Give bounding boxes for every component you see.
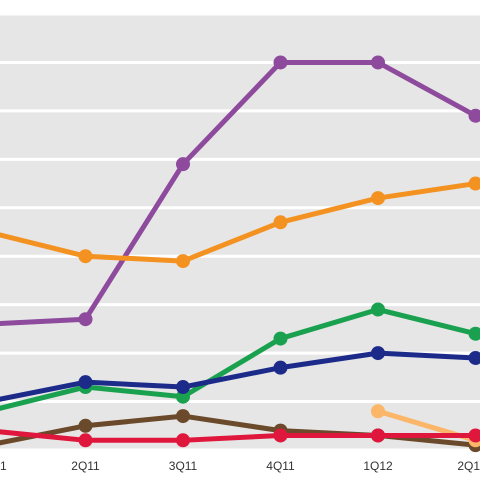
data-point (468, 326, 480, 341)
series-layer (0, 55, 480, 453)
series-line (0, 307, 478, 411)
series-line (0, 429, 478, 443)
data-point (273, 360, 288, 375)
data-point (78, 375, 93, 390)
series-1 (0, 55, 480, 327)
data-point (176, 380, 190, 395)
series-line (0, 181, 478, 264)
data-point (176, 157, 190, 172)
data-point (371, 404, 385, 419)
data-point (273, 55, 288, 70)
x-tick-label: 3Q11 (169, 459, 198, 473)
x-tick-label: 2Q11 (71, 459, 100, 473)
x-tick-label: 1Q12 (363, 459, 393, 473)
data-point (468, 350, 480, 365)
data-point (273, 428, 288, 443)
gridlines (0, 12, 480, 452)
x-tick-label: 4Q11 (266, 459, 295, 473)
series-7 (0, 428, 480, 448)
x-tick-label: 2Q1 (457, 459, 480, 473)
data-point (176, 254, 190, 269)
data-point (371, 302, 385, 317)
data-point (176, 389, 190, 404)
x-axis-ticks: 1 2Q11 3Q11 4Q11 1Q12 2Q1 (0, 459, 480, 473)
data-point (273, 215, 288, 230)
series-line (0, 350, 478, 402)
data-point (273, 331, 288, 346)
data-point (371, 55, 385, 70)
data-point (468, 108, 480, 123)
series-2 (0, 176, 480, 269)
data-point (468, 428, 480, 443)
data-point (176, 433, 190, 448)
x-tick-label: 1 (0, 459, 7, 473)
series-4 (0, 346, 480, 402)
data-point (371, 191, 385, 206)
series-line (0, 59, 478, 326)
data-point (78, 418, 93, 433)
data-point (78, 433, 93, 448)
data-point (78, 249, 93, 264)
data-point (371, 346, 385, 361)
data-point (468, 176, 480, 191)
data-point (78, 312, 93, 327)
data-point (176, 409, 190, 424)
data-point (371, 428, 385, 443)
